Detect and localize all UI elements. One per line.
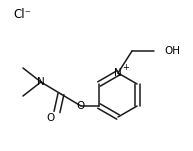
Text: +: + [123, 63, 130, 72]
Text: N: N [114, 68, 122, 78]
Text: O: O [47, 113, 55, 123]
Text: OH: OH [164, 46, 180, 56]
Text: N: N [37, 77, 45, 87]
Text: Cl⁻: Cl⁻ [13, 8, 31, 21]
Text: O: O [77, 101, 85, 111]
